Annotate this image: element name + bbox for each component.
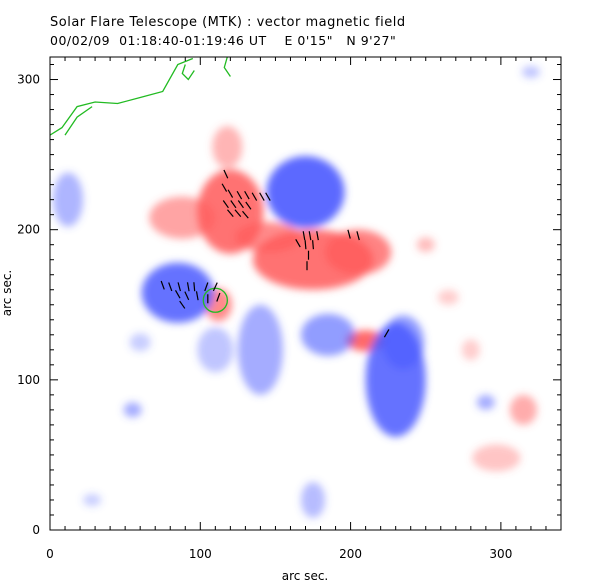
y-axis-label: arc sec. (0, 270, 14, 316)
field-vector-35 (179, 300, 186, 309)
field-vector-17 (316, 231, 319, 241)
field-vector-19 (356, 231, 360, 241)
field-vector-29 (193, 282, 196, 292)
axis-ticks: 0 100 200 300 0 100 200 300 (17, 57, 562, 561)
negative-polarity-region-7 (53, 172, 84, 227)
field-vector-26 (168, 282, 173, 292)
positive-polarity-region-9 (472, 444, 521, 472)
contour-2 (181, 64, 195, 81)
x-axis-label: arc sec. (282, 569, 328, 583)
field-vector-14 (242, 210, 249, 219)
x-tick-label: 200 (339, 547, 362, 561)
negative-polarity-region-5 (237, 304, 283, 395)
field-vector-38 (383, 329, 390, 338)
field-vector-32 (174, 290, 181, 299)
field-vector-2 (227, 189, 234, 198)
negative-polarity-region-10 (476, 394, 495, 410)
contour-3 (223, 57, 231, 77)
field-vector-31 (212, 282, 218, 292)
field-vector-6 (259, 192, 265, 201)
x-tick-label: 0 (46, 547, 54, 561)
positive-polarity-region-11 (461, 339, 480, 361)
field-vector-20 (295, 238, 301, 248)
negative-polarity-region-9 (300, 481, 326, 518)
positive-polarity-region-12 (437, 289, 459, 305)
positive-polarity-region-10 (416, 237, 435, 253)
field-vector-9 (230, 200, 237, 209)
positive-polarity-region-5 (149, 196, 216, 239)
field-vector-4 (244, 190, 250, 200)
contour-1 (64, 106, 93, 136)
negative-polarity-region-13 (129, 333, 151, 352)
field-vector-1 (221, 183, 228, 192)
field-vector-37 (216, 292, 221, 302)
negative-polarity-region-0 (141, 262, 214, 323)
positive-polarity-region-8 (509, 394, 537, 425)
chart-subtitle: 00/02/09 01:18:40-01:19:46 UT E 0'15" N … (50, 33, 397, 48)
chart-title: Solar Flare Telescope (MTK) : vector mag… (50, 15, 406, 30)
contour-layer (50, 57, 231, 313)
negative-polarity-region-8 (123, 402, 142, 418)
positive-polarity-region-4 (325, 229, 392, 275)
field-vector-12 (227, 209, 234, 217)
y-tick-label: 200 (17, 223, 40, 237)
field-vector-5 (251, 192, 258, 201)
magnetic-field-map (53, 66, 540, 518)
contour-0 (50, 57, 194, 136)
field-vector-16 (308, 231, 312, 241)
y-tick-label: 300 (17, 73, 40, 87)
field-vector-7 (265, 192, 271, 201)
field-vector-11 (245, 201, 252, 210)
field-vector-34 (195, 291, 199, 301)
field-vector-13 (234, 209, 242, 217)
negative-polarity-region-12 (83, 493, 102, 506)
field-vector-21 (304, 240, 307, 250)
field-vector-0 (223, 169, 229, 179)
field-vector-18 (347, 229, 351, 239)
field-vector-15 (302, 231, 306, 241)
negative-polarity-region-6 (197, 327, 234, 373)
y-tick-label: 100 (17, 373, 40, 387)
negative-polarity-region-3 (382, 315, 425, 370)
field-vector-25 (160, 280, 165, 290)
contour-4 (202, 287, 228, 313)
field-vector-10 (237, 200, 244, 209)
negative-polarity-region-1 (266, 156, 345, 229)
x-tick-label: 100 (189, 547, 212, 561)
field-vector-28 (186, 282, 190, 292)
y-tick-label: 0 (32, 523, 40, 537)
field-vector-22 (312, 240, 315, 250)
field-vector-3 (236, 190, 243, 200)
negative-polarity-region-11 (521, 66, 540, 79)
field-vector-8 (222, 200, 229, 209)
field-vector-33 (184, 291, 190, 301)
positive-polarity-region-1 (212, 126, 243, 169)
negative-polarity-region-4 (300, 313, 356, 356)
field-vector-27 (177, 282, 181, 292)
vector-layer (160, 169, 390, 338)
field-vector-30 (204, 282, 209, 292)
x-tick-label: 300 (489, 547, 512, 561)
